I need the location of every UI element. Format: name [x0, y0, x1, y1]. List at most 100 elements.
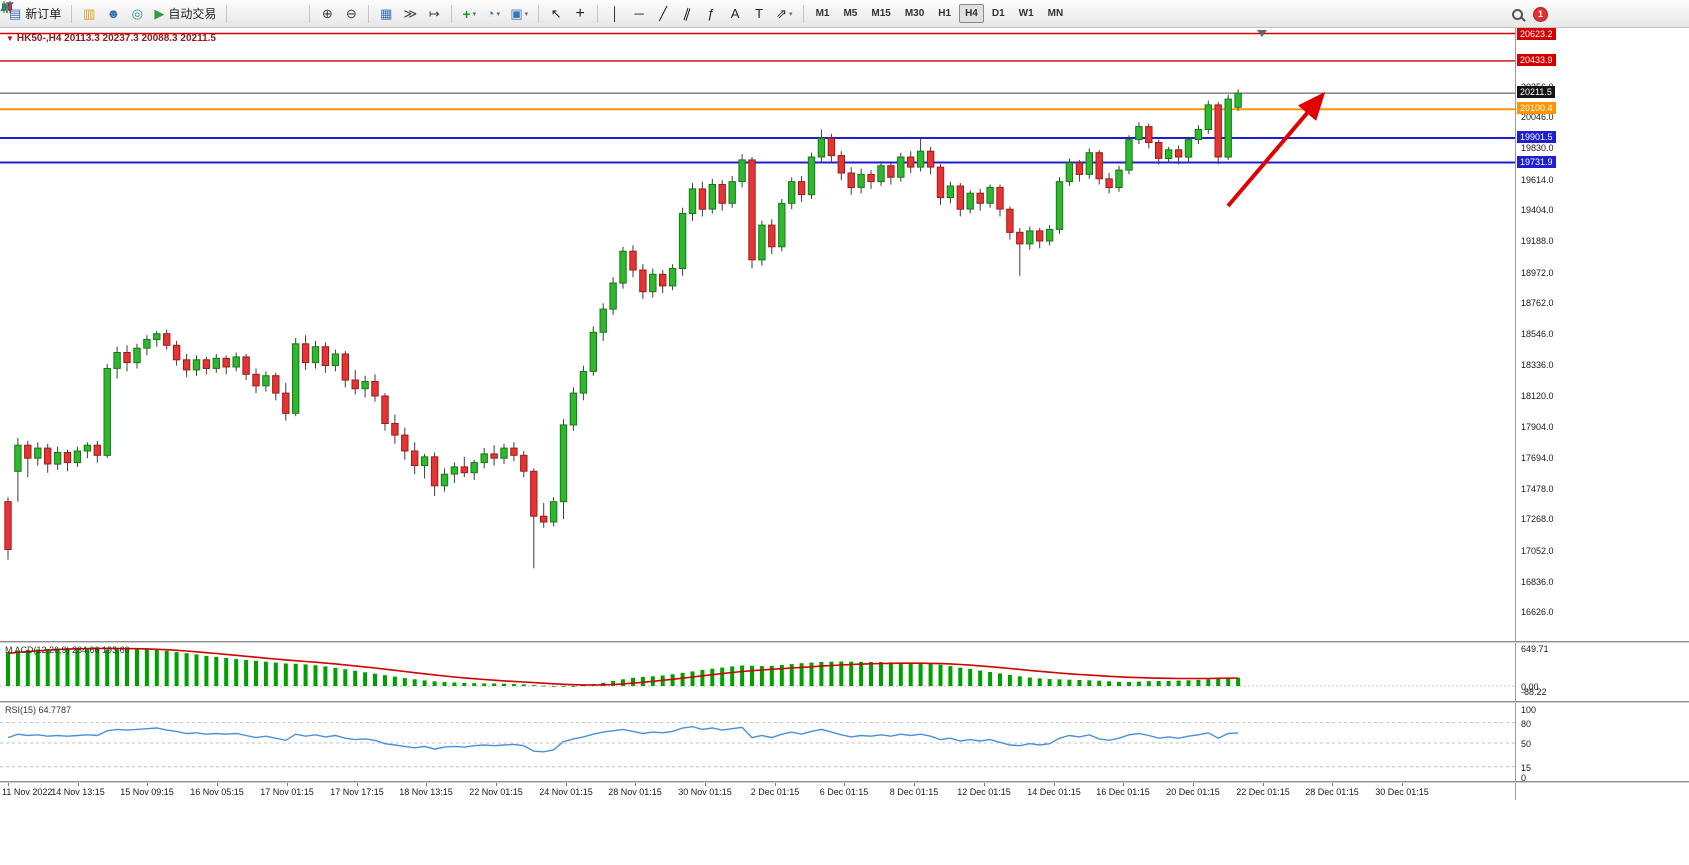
timeframe-toolbar: M1 M5 M15 M30 H1 H4 D1 W1 MN — [809, 0, 1071, 28]
fibonacci-button[interactable]: ƒ — [700, 3, 722, 25]
macd-axis-label: 0.00 — [1521, 682, 1539, 692]
price-tick-label: 18546.0 — [1521, 329, 1554, 339]
zoom-in-icon: ⊕ — [321, 6, 333, 21]
macd-panel[interactable]: M ACD(12,26,9) 234.66 193.60 — [0, 643, 1515, 701]
cursor-button[interactable]: ↖ — [545, 3, 567, 25]
toolbar: ▤ 新订单 ▥ ☻ ◎ ▶ 自动交易 ⊕ ⊖ ▦ ≫ ↦ + ▾ ◔ ▾ ▣ ▾ ↖ + │ ─ ╱ ∥ ƒ A T ⇗ ▾ M1 M5 M… — [0, 0, 1689, 28]
arrow-tool-icon: ⇗ — [776, 6, 788, 21]
horizontal-line-button[interactable]: ─ — [628, 3, 650, 25]
time-tick — [496, 783, 497, 786]
trendline-icon: ╱ — [659, 6, 668, 21]
timeframe-m30-button[interactable]: M30 — [904, 8, 925, 19]
chart-shift-marker[interactable] — [1257, 30, 1267, 37]
crosshair-button[interactable]: + — [569, 3, 591, 25]
timeframe-h4-button[interactable]: H4 — [959, 4, 984, 23]
search-icon[interactable] — [1512, 8, 1523, 20]
text-icon: A — [730, 6, 740, 21]
price-tick-label: 17268.0 — [1521, 514, 1554, 524]
time-label: 14 Nov 13:15 — [51, 787, 105, 797]
line-chart-mode-button[interactable] — [0, 1, 303, 25]
timeframe-m5-button[interactable]: M5 — [843, 8, 858, 19]
chart-shift-button[interactable]: ↦ — [423, 3, 445, 25]
fibonacci-icon: ƒ — [707, 6, 715, 21]
indicators-button[interactable]: + ▾ — [458, 3, 480, 25]
timeframe-h1-button[interactable]: H1 — [938, 8, 952, 19]
label-icon: T — [755, 6, 764, 21]
arrows-tool-button[interactable]: ⇗ ▾ — [772, 3, 796, 25]
charts-list-button[interactable]: ▥ — [78, 3, 100, 25]
rsi-panel[interactable]: RSI(15) 64.7787 — [0, 703, 1515, 781]
profile-icon: ☻ — [106, 6, 121, 21]
auto-scroll-button[interactable]: ≫ — [399, 3, 421, 25]
resistance-2-price-tag: 20433.9 — [1517, 54, 1556, 66]
scroll-icon: ▥ — [83, 6, 96, 21]
timeframe-d1-button[interactable]: D1 — [991, 8, 1005, 19]
rsi-axis-label: 50 — [1521, 739, 1532, 749]
price-tick-label: 16836.0 — [1521, 577, 1554, 587]
price-tick-label: 18762.0 — [1521, 298, 1554, 308]
templates-button[interactable]: ▣ ▾ — [506, 3, 532, 25]
trendline-button[interactable]: ╱ — [652, 3, 674, 25]
time-tick — [775, 783, 776, 786]
toolbar-separator — [538, 4, 540, 23]
timeframe-mn-button[interactable]: MN — [1047, 8, 1064, 19]
time-tick — [8, 783, 9, 786]
rsi-chart — [0, 722, 1515, 768]
time-tick — [1263, 783, 1264, 786]
timeframe-m1-button[interactable]: M1 — [815, 8, 830, 19]
rsi-indicator-label: RSI(15) 64.7787 — [5, 705, 72, 715]
crosshair-icon: + — [575, 4, 585, 22]
tile-windows-button[interactable]: ▦ — [375, 3, 397, 25]
time-axis: 11 Nov 2022 14 Nov 13:15 15 Nov 09:15 16 No… — [0, 783, 1515, 800]
line-chart-mode-icon — [0, 1, 14, 12]
horizontal-line-icon: ─ — [634, 6, 644, 21]
time-label: 18 Nov 13:15 — [399, 787, 453, 797]
macd-indicator-label: M ACD(12,26,9) 234.66 193.60 — [5, 645, 130, 655]
notification-badge[interactable]: 1 — [1533, 6, 1548, 22]
timeframe-w1-button[interactable]: W1 — [1018, 8, 1034, 19]
symbol-ohlc-text: HK50-,H4 20113.3 20237.3 20088.3 20211.5 — [16, 33, 216, 44]
timeframe-m15-button[interactable]: M15 — [871, 8, 891, 19]
time-label: 8 Dec 01:15 — [889, 787, 939, 797]
time-tick — [217, 783, 218, 786]
candlestick-chart[interactable] — [0, 28, 1515, 641]
panel-separator[interactable] — [0, 641, 1689, 643]
new-order-button-label: 新订单 — [25, 7, 62, 21]
panel-separator[interactable] — [0, 701, 1689, 703]
trend-arrow-annotation[interactable] — [1226, 91, 1326, 208]
new-order-button[interactable]: ▤ 新订单 — [5, 3, 65, 25]
autotrading-button[interactable]: ▶ 自动交易 — [150, 3, 220, 25]
dropdown-arrow-icon: ▾ — [472, 10, 477, 18]
tile-windows-icon: ▦ — [380, 6, 393, 21]
vertical-line-icon: │ — [611, 6, 620, 21]
clock-icon: ◔ — [486, 6, 495, 21]
profiles-button[interactable]: ☻ — [102, 3, 124, 25]
time-tick — [705, 783, 706, 786]
time-label: 17 Nov 17:15 — [330, 787, 384, 797]
vertical-line-button[interactable]: │ — [604, 3, 626, 25]
panel-separator[interactable] — [0, 781, 1689, 783]
channel-button[interactable]: ∥ — [676, 3, 698, 25]
zoom-out-button[interactable]: ⊖ — [340, 3, 362, 25]
support-2-price-tag: 19731.9 — [1517, 156, 1556, 168]
zoom-in-button[interactable]: ⊕ — [316, 3, 338, 25]
time-tick — [1332, 783, 1333, 786]
data-window-button[interactable]: ◎ — [126, 3, 148, 25]
autotrading-button-label: 自动交易 — [168, 7, 217, 21]
rsi-axis-label: 80 — [1521, 719, 1532, 729]
time-tick — [566, 783, 567, 786]
bar-chart-mode-button[interactable] — [2, 2, 255, 25]
candlestick-mode-button[interactable] — [2, 1, 279, 25]
time-label: 11 Nov 2022 — [2, 787, 53, 797]
rsi-axis-label: 0 — [1521, 773, 1527, 783]
symbol-marker-icon: ▼ — [6, 34, 14, 43]
text-label-button[interactable]: T — [748, 3, 770, 25]
rsi-axis-label: 100 — [1521, 705, 1537, 715]
periods-button[interactable]: ◔ ▾ — [482, 3, 504, 25]
text-button[interactable]: A — [724, 3, 746, 25]
rsi-axis-label: 15 — [1521, 763, 1532, 773]
auto-scroll-icon: ≫ — [403, 6, 418, 21]
time-label: 30 Nov 01:15 — [678, 787, 732, 797]
main-chart-panel[interactable]: ▼ HK50-,H4 20113.3 20237.3 20088.3 20211.… — [0, 28, 1515, 641]
new-order-icon: ▤ — [9, 6, 22, 21]
